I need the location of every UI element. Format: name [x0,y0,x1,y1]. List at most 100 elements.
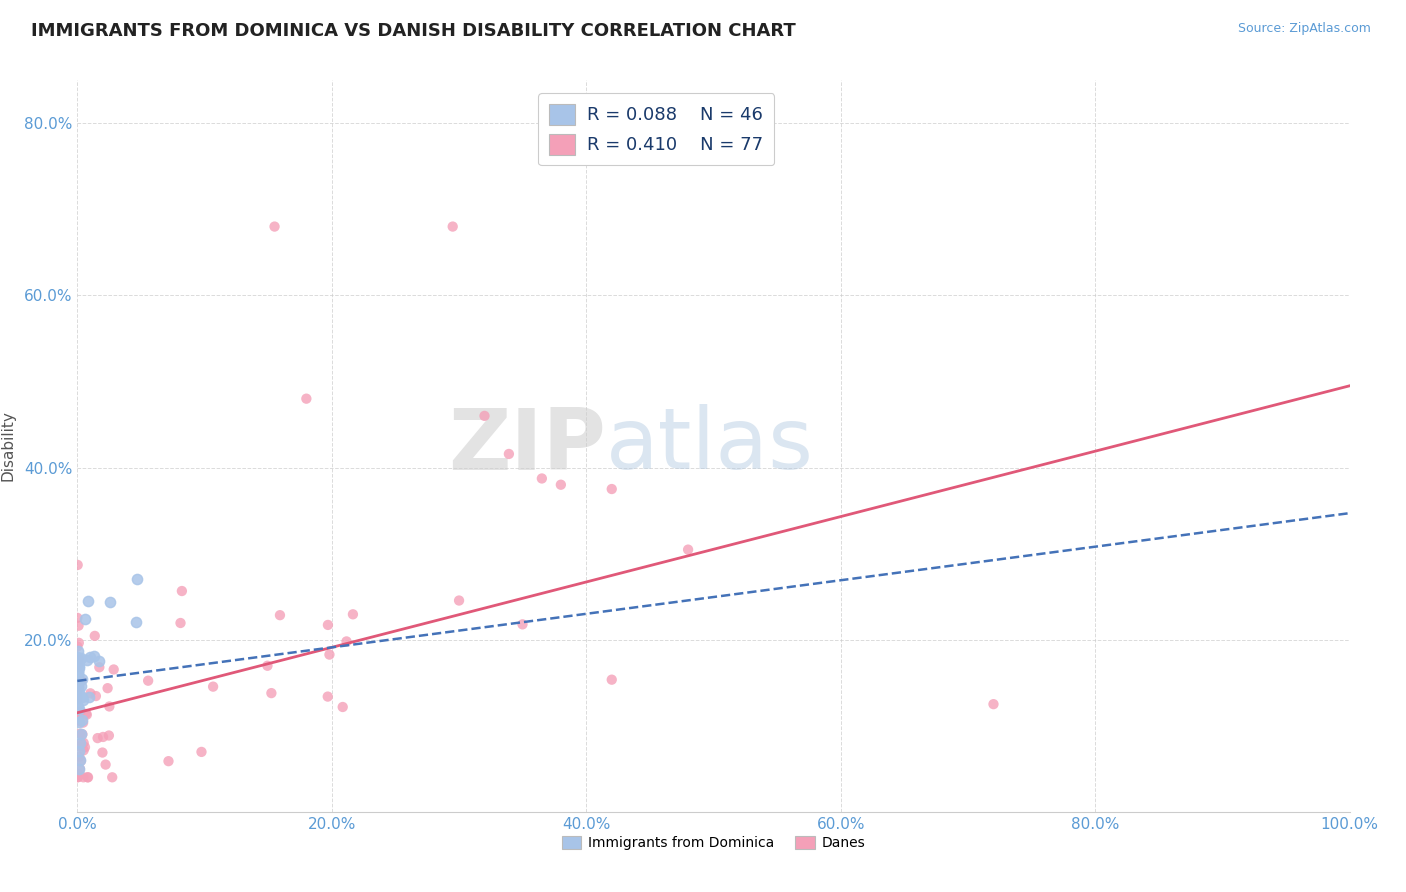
Point [69,652,91,666]
Point [66,691,89,706]
Point [66,683,89,698]
Point [190,745,212,759]
Point [101,770,124,784]
Point [202,680,225,694]
Point [70,713,93,727]
Point [66,681,89,695]
Point [72,727,94,741]
Point [76,770,98,784]
Point [76,653,98,667]
Point [66,644,89,658]
Point [441,219,464,234]
Point [66,657,89,672]
Point [67,680,90,694]
Point [66,558,89,572]
Point [66,682,89,697]
Point [87,654,110,668]
Point [67,666,90,681]
Point [89,660,111,674]
Point [550,477,572,491]
Point [70,650,93,665]
Legend: Immigrants from Dominica, Danes: Immigrants from Dominica, Danes [557,830,870,856]
Point [318,648,340,662]
Point [67,684,90,698]
Point [335,634,357,648]
Point [67,744,90,758]
Point [342,607,364,622]
Point [67,618,90,632]
Point [67,767,90,781]
Point [98,699,121,714]
Point [69,726,91,740]
Point [67,713,90,727]
Text: atlas: atlas [606,404,814,488]
Point [157,754,180,768]
Point [125,615,148,630]
Point [170,584,193,599]
Point [67,661,90,675]
Point [983,697,1005,711]
Point [474,409,496,423]
Point [72,715,94,730]
Point [66,668,89,682]
Point [66,660,89,674]
Point [72,770,94,784]
Point [67,636,90,650]
Point [67,714,90,729]
Point [295,392,318,406]
Point [66,679,89,693]
Point [127,572,149,586]
Point [136,673,159,688]
Point [66,660,89,674]
Point [79,686,101,700]
Point [447,593,470,607]
Point [94,757,117,772]
Point [72,743,94,757]
Point [256,658,278,673]
Point [67,651,90,665]
Point [69,762,91,776]
Point [67,658,90,673]
Point [67,652,90,666]
Point [76,594,98,608]
Point [67,681,90,696]
Point [67,681,90,695]
Point [67,762,90,776]
Point [97,729,120,743]
Point [66,640,89,654]
Point [676,542,699,557]
Point [269,608,291,623]
Point [66,739,89,754]
Point [316,690,339,704]
Point [67,749,90,764]
Point [600,482,623,496]
Point [67,702,90,716]
Point [70,679,93,693]
Point [67,770,90,784]
Point [75,706,97,721]
Point [66,698,89,712]
Point [512,617,534,632]
Point [70,754,93,768]
Point [98,595,121,609]
Point [103,663,125,677]
Point [69,736,91,750]
Text: Source: ZipAtlas.com: Source: ZipAtlas.com [1237,22,1371,36]
Text: IMMIGRANTS FROM DOMINICA VS DANISH DISABILITY CORRELATION CHART: IMMIGRANTS FROM DOMINICA VS DANISH DISAB… [31,22,796,40]
Point [83,648,105,663]
Point [67,706,90,721]
Point [66,665,89,679]
Point [83,629,105,643]
Point [70,672,93,686]
Point [332,700,354,714]
Point [84,689,107,703]
Point [67,714,90,729]
Point [600,673,623,687]
Point [73,736,96,750]
Point [66,665,89,680]
Point [316,618,339,632]
Point [66,770,89,784]
Point [66,689,89,703]
Point [77,770,100,784]
Point [67,659,90,673]
